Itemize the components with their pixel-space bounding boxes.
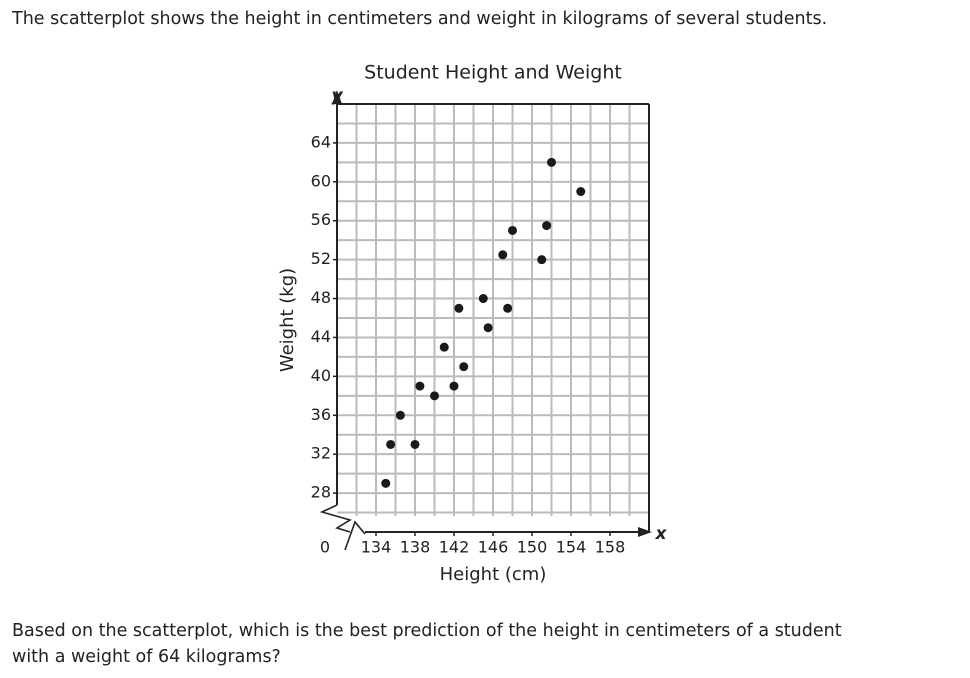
data-point <box>449 381 459 391</box>
x-tick-label: 158 <box>595 538 626 557</box>
y-tick-label: 40 <box>311 366 331 385</box>
data-point <box>459 362 469 372</box>
chart: Student Height and Weight y x 0 Height (… <box>277 62 668 586</box>
x-tick-label: 138 <box>400 538 431 557</box>
data-point <box>415 381 425 391</box>
chart-title: Student Height and Weight <box>364 62 622 84</box>
data-point <box>395 410 405 420</box>
x-tick-label: 146 <box>478 538 509 557</box>
y-axis-label: Weight (kg) <box>277 268 298 372</box>
y-axis-letter: y <box>331 86 343 106</box>
y-tick-label: 60 <box>311 171 331 190</box>
x-tick-label: 134 <box>361 538 392 557</box>
x-axis-letter: x <box>655 524 668 544</box>
y-tick-label: 56 <box>311 210 331 229</box>
data-point <box>386 439 396 449</box>
x-axis-label: Height (cm) <box>440 564 547 585</box>
x-tick-label: 154 <box>556 538 587 557</box>
x-tick-label: 150 <box>517 538 548 557</box>
data-point <box>503 303 513 313</box>
data-point <box>454 303 464 313</box>
data-point <box>576 187 586 197</box>
intro-text: The scatterplot shows the height in cent… <box>12 9 828 29</box>
grid <box>337 104 649 516</box>
y-tick-label: 52 <box>311 249 331 268</box>
data-point <box>537 255 547 265</box>
data-point <box>478 294 488 304</box>
y-tick-label: 48 <box>311 288 331 307</box>
data-point <box>547 157 556 167</box>
points <box>381 157 586 488</box>
data-point <box>410 439 420 449</box>
origin-label: 0 <box>320 538 330 557</box>
data-point <box>430 391 439 401</box>
question: Based on the scatterplot, which is the b… <box>12 618 842 670</box>
x-tick-label: 142 <box>439 538 470 557</box>
y-tick-label: 28 <box>311 483 331 502</box>
question-line: Based on the scatterplot, which is the b… <box>12 621 842 641</box>
frame <box>319 90 652 551</box>
y-tick-label: 36 <box>311 405 331 424</box>
y-tick-label: 44 <box>311 327 331 346</box>
ticks: 28 32 36 40 44 48 52 56 60 64 134 138 142 146 150 154 15… <box>311 132 626 556</box>
question-line: with a weight of 64 kilograms? <box>12 647 281 667</box>
data-point <box>508 225 517 235</box>
y-tick-label: 32 <box>311 444 331 463</box>
y-tick-label: 64 <box>311 132 331 151</box>
data-point <box>483 323 493 333</box>
data-point <box>439 342 449 352</box>
data-point <box>381 478 391 488</box>
data-point <box>542 221 552 231</box>
data-point <box>498 250 508 260</box>
